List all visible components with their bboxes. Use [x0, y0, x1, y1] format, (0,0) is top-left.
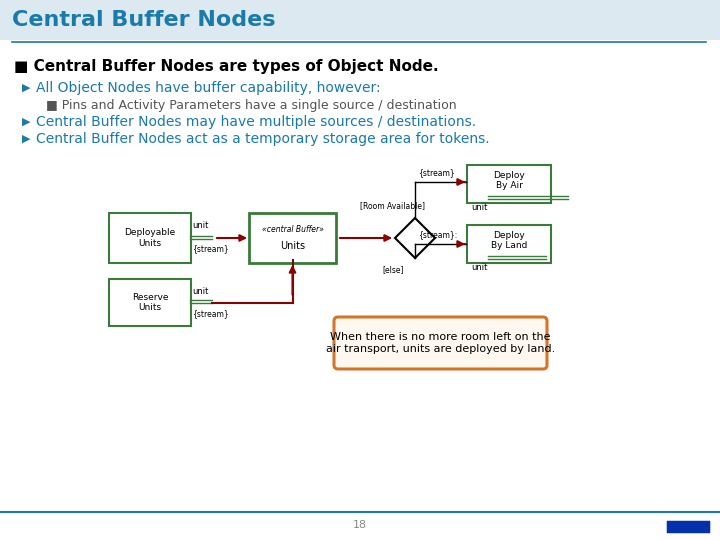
Text: Central Buffer Nodes: Central Buffer Nodes — [12, 10, 276, 30]
FancyBboxPatch shape — [249, 213, 336, 263]
FancyBboxPatch shape — [334, 317, 547, 369]
Text: When there is no more room left on the
air transport, units are deployed by land: When there is no more room left on the a… — [326, 332, 555, 354]
Text: Deployable
Units: Deployable Units — [125, 228, 176, 248]
Text: Units: Units — [280, 241, 305, 251]
Text: Central Buffer Nodes may have multiple sources / destinations.: Central Buffer Nodes may have multiple s… — [36, 115, 476, 129]
Text: ▶: ▶ — [22, 117, 30, 127]
Text: unit: unit — [192, 221, 208, 231]
Text: unit: unit — [471, 204, 487, 213]
Text: {stream}:: {stream}: — [418, 231, 457, 240]
Text: ▶: ▶ — [22, 134, 30, 144]
Text: Central Buffer Nodes act as a temporary storage area for tokens.: Central Buffer Nodes act as a temporary … — [36, 132, 490, 146]
Text: «central Buffer»: «central Buffer» — [261, 225, 323, 234]
Text: Deploy
By Land: Deploy By Land — [491, 231, 527, 250]
Polygon shape — [395, 218, 435, 258]
Text: ▶: ▶ — [22, 83, 30, 93]
FancyBboxPatch shape — [467, 165, 551, 203]
Text: Deploy
By Air: Deploy By Air — [493, 171, 525, 190]
FancyBboxPatch shape — [109, 213, 191, 263]
FancyBboxPatch shape — [109, 279, 191, 326]
Text: Reserve
Units: Reserve Units — [132, 293, 168, 312]
Text: {stream}: {stream} — [418, 168, 455, 178]
Text: [else]: [else] — [382, 266, 404, 274]
FancyBboxPatch shape — [0, 0, 720, 40]
Text: ■ Pins and Activity Parameters have a single source / destination: ■ Pins and Activity Parameters have a si… — [46, 98, 456, 111]
Text: ■ Central Buffer Nodes are types of Object Node.: ■ Central Buffer Nodes are types of Obje… — [14, 59, 438, 75]
Text: 18: 18 — [353, 520, 367, 530]
Text: [Room Available]: [Room Available] — [361, 201, 426, 211]
Text: unit: unit — [471, 264, 487, 273]
Text: unit: unit — [192, 287, 208, 296]
Text: {stream}: {stream} — [192, 309, 229, 318]
Text: {stream}: {stream} — [192, 244, 229, 253]
Text: All Object Nodes have buffer capability, however:: All Object Nodes have buffer capability,… — [36, 81, 381, 95]
FancyBboxPatch shape — [467, 225, 551, 263]
